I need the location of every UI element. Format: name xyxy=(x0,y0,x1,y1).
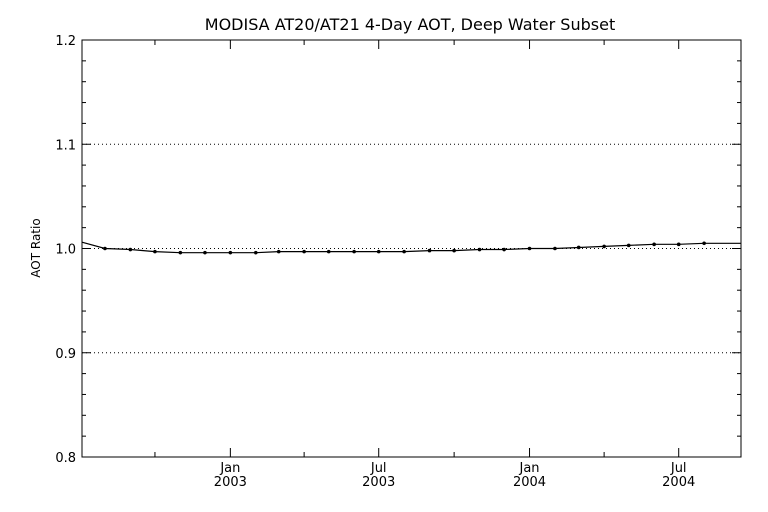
data-point xyxy=(402,249,406,254)
data-point xyxy=(228,250,233,255)
data-point xyxy=(576,245,581,250)
x-tick-month-label: Jan xyxy=(219,461,240,476)
data-point xyxy=(376,249,381,254)
series-layer xyxy=(81,241,741,255)
y-tick-label: 1.2 xyxy=(55,34,76,49)
y-axis-label: AOT Ratio xyxy=(29,218,43,277)
data-point xyxy=(676,242,681,247)
data-point xyxy=(203,250,207,255)
data-point xyxy=(452,248,456,253)
y-tick-label: 1.1 xyxy=(55,138,76,153)
data-point xyxy=(253,250,258,255)
data-point xyxy=(326,249,331,254)
data-point xyxy=(302,249,306,254)
data-point xyxy=(178,250,183,255)
data-point xyxy=(626,243,631,248)
data-point xyxy=(502,247,506,252)
data-point xyxy=(553,246,557,251)
x-tick-month-label: Jan xyxy=(519,461,540,476)
x-tick-year-label: 2004 xyxy=(513,475,546,490)
x-tick-year-label: 2004 xyxy=(662,475,695,490)
data-point xyxy=(427,248,432,253)
x-tick-year-label: 2003 xyxy=(362,475,395,490)
data-point xyxy=(602,244,606,249)
data-point xyxy=(153,249,157,254)
x-tick-month-label: Jul xyxy=(370,461,387,476)
data-point xyxy=(352,249,356,254)
y-tick-label: 1.0 xyxy=(55,243,76,258)
data-point xyxy=(276,249,281,254)
data-point xyxy=(652,242,656,247)
tick-labels: 0.80.91.01.11.2Jan2003Jul2003Jan2004Jul2… xyxy=(55,34,695,490)
x-tick-month-label: Jul xyxy=(670,461,687,476)
y-tick-label: 0.8 xyxy=(55,451,76,466)
data-point xyxy=(103,246,107,251)
data-point xyxy=(477,247,482,252)
data-point xyxy=(128,247,133,252)
data-point xyxy=(702,241,706,246)
x-tick-year-label: 2003 xyxy=(214,475,247,490)
grid-lines xyxy=(82,143,741,354)
axis-ticks xyxy=(82,39,741,458)
chart-title: MODISA AT20/AT21 4-Day AOT, Deep Water S… xyxy=(205,15,615,34)
data-point xyxy=(527,246,532,251)
y-tick-label: 0.9 xyxy=(55,347,76,362)
